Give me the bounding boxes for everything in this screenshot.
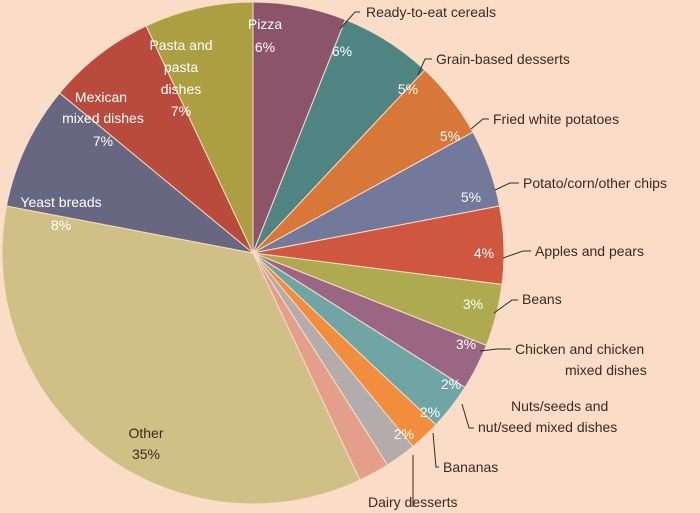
leader-line-potato-corn-other-chips: [494, 182, 519, 191]
slice-percent-other: 35%: [132, 446, 160, 462]
slice-label-ready-to-eat-cereals: Ready-to-eat cereals: [366, 4, 496, 20]
pie-slice-pasta-and-pasta-dishes: [145, 1, 254, 254]
pie-labels: Pizza 6% 6% Ready-to-eat cereals 5% Grain-bas…: [20, 4, 667, 510]
slice-label-dairy-desserts: Dairy desserts: [368, 494, 457, 510]
slice-label-mexican-mixed-dishes: mixed dishes: [62, 110, 144, 126]
pie-slice-yeast-breads: [5, 92, 254, 254]
slice-percent-mexican-mixed-dishes: 7%: [93, 133, 113, 149]
slice-label-beans: Beans: [522, 291, 562, 307]
slice-percent-beans: 3%: [463, 296, 483, 312]
slice-label-yeast-breads: Yeast breads: [20, 194, 101, 210]
slice-percent-potato-corn-other-chips: 5%: [461, 189, 481, 205]
slice-label-potato-corn-other-chips: Potato/corn/other chips: [523, 175, 667, 191]
slice-label-nuts-seeds-and-nut-seed-mixed-dishes: Nuts/seeds and: [511, 398, 608, 414]
slice-percent-apples-and-pears: 4%: [474, 245, 494, 261]
slice-percent-dairy-desserts: 2%: [394, 426, 414, 442]
leader-line-grain-based-desserts: [417, 58, 432, 76]
slice-label-pasta-and-pasta-dishes: dishes: [161, 81, 201, 97]
slice-percent-bananas: 2%: [420, 404, 440, 420]
leader-line-bananas: [432, 432, 439, 468]
slice-label-other: Other: [128, 425, 163, 441]
leader-line-beans: [493, 299, 518, 314]
slice-percent-grain-based-desserts: 5%: [398, 81, 418, 97]
slice-label-bananas: Bananas: [443, 459, 498, 475]
slice-label-chicken-and-chicken-mixed-dishes: Chicken and chicken: [515, 341, 644, 357]
leader-line-fried-white-potatoes: [470, 118, 489, 130]
slice-label-pizza: Pizza: [248, 16, 282, 32]
slice-percent-fried-white-potatoes: 5%: [440, 128, 460, 144]
slice-percent-chicken-and-chicken-mixed-dishes: 3%: [456, 336, 476, 352]
slice-percent-yeast-breads: 8%: [51, 217, 71, 233]
slice-label-nuts-seeds-and-nut-seed-mixed-dishes: nut/seed mixed dishes: [478, 419, 617, 435]
slice-label-chicken-and-chicken-mixed-dishes: mixed dishes: [565, 362, 647, 378]
slice-label-apples-and-pears: Apples and pears: [535, 243, 644, 259]
leader-line-chicken-and-chicken-mixed-dishes: [479, 348, 511, 352]
slice-label-mexican-mixed-dishes: Mexican: [75, 89, 127, 105]
leader-line-nuts-seeds-and-nut-seed-mixed-dishes: [461, 403, 474, 429]
slice-label-fried-white-potatoes: Fried white potatoes: [493, 111, 619, 127]
pie-slice-other: [1, 205, 361, 505]
pie-slice-mexican-mixed-dishes: [58, 25, 254, 254]
slice-percent-pizza: 6%: [255, 39, 275, 55]
slice-label-pasta-and-pasta-dishes: pasta: [164, 59, 198, 75]
slice-label-grain-based-desserts: Grain-based desserts: [436, 51, 570, 67]
slice-percent-ready-to-eat-cereals: 6%: [332, 43, 352, 59]
leader-line-apples-and-pears: [502, 250, 531, 259]
pie-slices: [1, 1, 505, 505]
leader-line-ready-to-eat-cereals: [339, 11, 360, 30]
slice-percent-pasta-and-pasta-dishes: 7%: [171, 103, 191, 119]
slice-label-pasta-and-pasta-dishes: Pasta and: [149, 37, 212, 53]
slice-percent-nuts-seeds-and-nut-seed-mixed-dishes: 2%: [441, 376, 461, 392]
